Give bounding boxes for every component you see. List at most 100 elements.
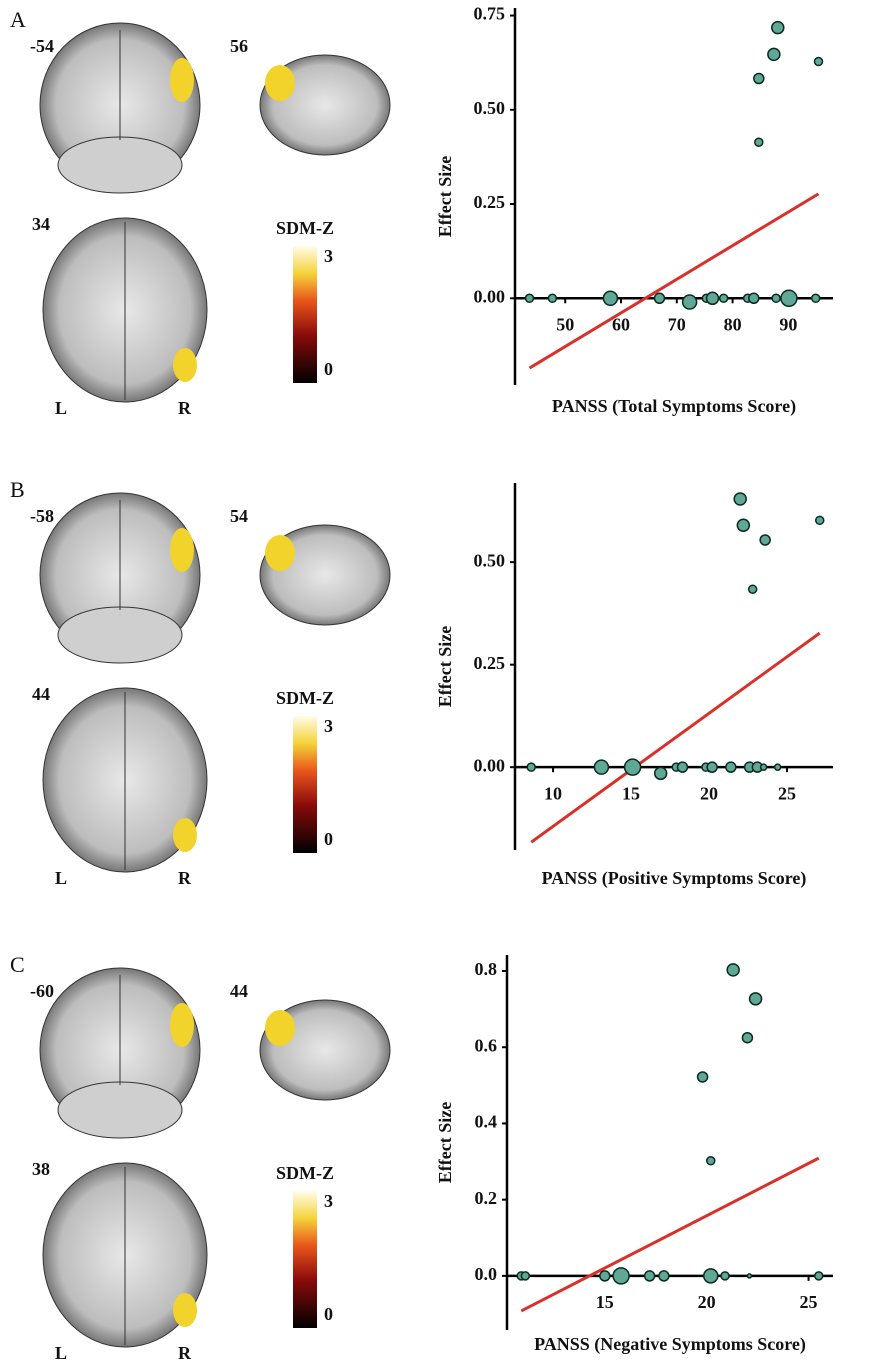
point [705,291,720,306]
slice-label: -54 [30,36,54,56]
colorbar-title: SDM-Z [276,1163,334,1183]
y-tick-label: 0.0 [475,1264,498,1284]
activation [173,818,197,852]
x-tick-label: 20 [700,783,718,803]
x-tick-label: 60 [612,314,630,334]
point [653,292,666,305]
colorbar [293,246,317,383]
point [754,137,764,147]
point [810,293,821,304]
x-tick-label: 25 [800,1292,818,1312]
x-tick-label: 50 [556,314,574,334]
x-tick-label: 70 [668,314,686,334]
point [736,518,751,532]
point [741,1031,754,1044]
point [747,584,758,594]
activation [170,1003,194,1047]
point [524,293,535,304]
y-axis-label: Effect Size [435,626,455,707]
colorbar-tick-label: 3 [324,246,333,266]
colorbar-tick-label: 3 [324,716,333,736]
y-tick-label: 0.50 [474,98,506,118]
x-tick-label: 15 [622,783,640,803]
point [706,1156,716,1166]
cerebellum [57,606,183,664]
slice-label: 44 [230,981,248,1001]
colorbar-tick-label: 0 [324,1304,333,1324]
point [676,761,689,773]
y-axis-label: Effect Size [435,1102,455,1183]
fit-line [520,1156,820,1313]
activation [265,535,295,571]
panel-label: C [10,952,25,977]
colorbar-tick-label: 0 [324,829,333,849]
slice-label: 44 [32,684,50,704]
point [746,1273,753,1279]
activation [265,65,295,101]
activation [173,348,197,382]
point [526,762,536,772]
point [720,1271,730,1281]
y-tick-label: 0.8 [475,959,498,979]
activation [173,1293,197,1327]
side-label: L [55,1343,67,1361]
point [748,292,760,305]
activation [170,58,194,102]
y-tick-label: 0.2 [475,1188,498,1208]
side-label: R [178,868,192,888]
point [602,290,619,307]
point [726,963,740,977]
point [759,763,768,771]
point [623,758,642,776]
slice-label: 38 [32,1159,50,1179]
y-tick-label: 0.50 [474,550,506,570]
activation [170,528,194,572]
side-label: L [55,398,67,418]
colorbar-tick-label: 3 [324,1191,333,1211]
point [520,1271,531,1281]
x-axis-label: PANSS (Negative Symptoms Score) [534,1334,806,1355]
point [658,1270,670,1282]
x-axis-label: PANSS (Positive Symptoms Score) [542,868,807,889]
point [771,20,785,35]
point [753,72,765,85]
point [547,293,558,304]
y-tick-label: 0.25 [474,192,506,212]
y-axis-label: Effect Size [435,156,455,237]
x-axis-label: PANSS (Total Symptoms Score) [552,396,796,417]
point [703,1268,719,1284]
colorbar-title: SDM-Z [276,688,334,708]
x-tick-label: 90 [779,314,797,334]
side-label: R [178,1343,192,1361]
x-tick-label: 15 [596,1292,614,1312]
point [725,761,737,773]
colorbar-title: SDM-Z [276,218,334,238]
point [696,1071,709,1083]
fit-line [528,192,820,370]
y-tick-label: 0.00 [474,286,506,306]
point [813,1271,824,1281]
y-tick-label: 0.4 [475,1112,498,1132]
point [773,763,782,771]
cerebellum [57,1081,183,1139]
point [706,761,718,773]
colorbar [293,1191,317,1328]
point [599,1270,611,1282]
fit-line [530,631,821,844]
slice-label: -60 [30,981,54,1001]
colorbar-tick-label: 0 [324,359,333,379]
y-tick-label: 0.00 [474,755,506,775]
point [643,1270,656,1282]
side-label: L [55,868,67,888]
y-tick-label: 0.75 [474,4,506,24]
side-label: R [178,398,192,418]
point [767,47,781,62]
point [718,293,729,304]
point [612,1267,630,1285]
x-tick-label: 10 [544,783,562,803]
slice-label: 56 [230,36,248,56]
point [593,759,610,775]
slice-label: -58 [30,506,54,526]
point [681,294,698,310]
